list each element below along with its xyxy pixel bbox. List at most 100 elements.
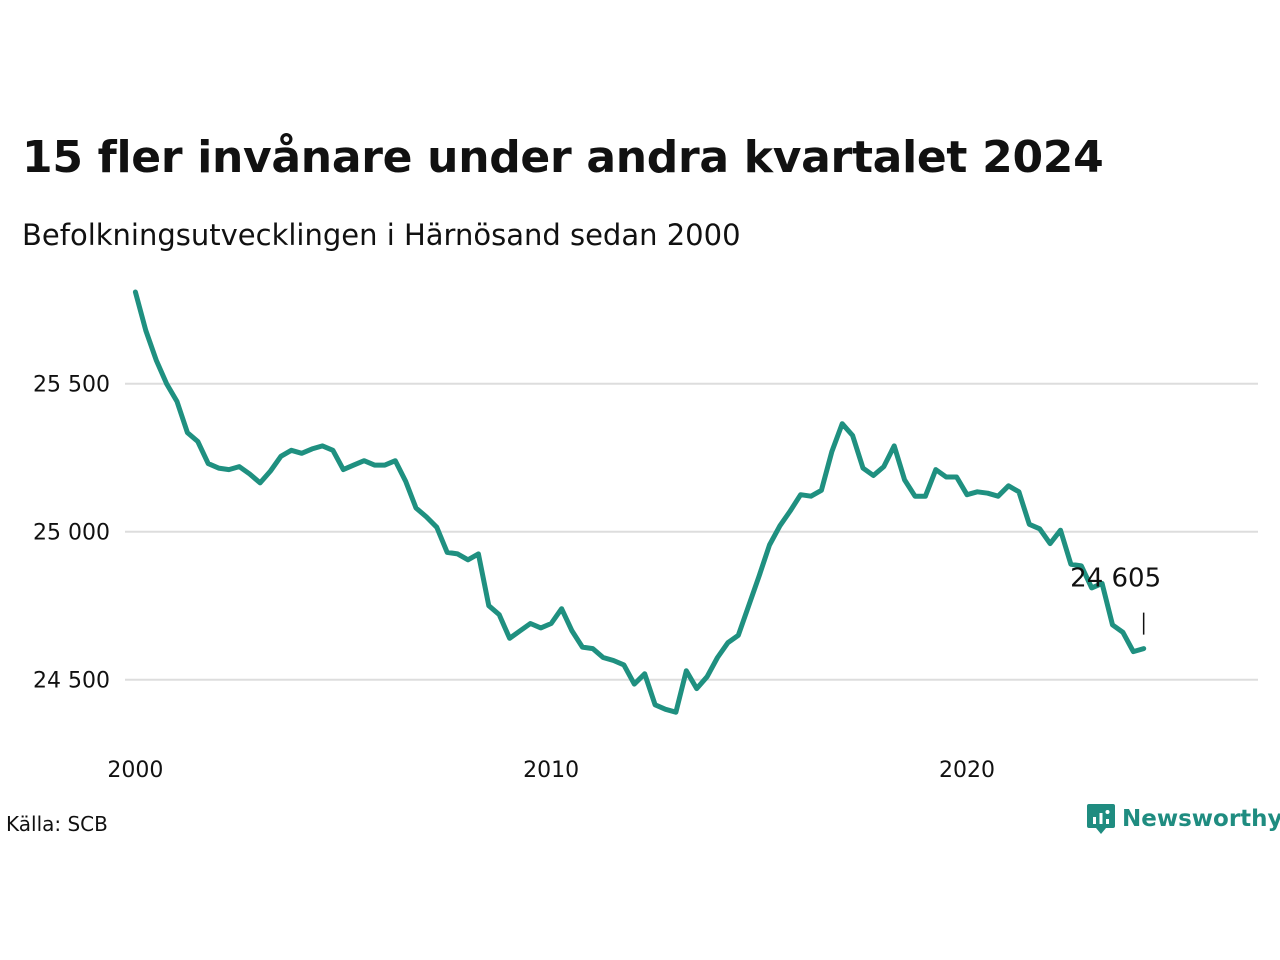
data-point — [964, 492, 969, 497]
annotation-label-last-value: 24 605 — [1070, 564, 1161, 594]
data-point — [881, 464, 886, 469]
data-point — [247, 472, 252, 477]
data-point — [351, 463, 356, 468]
data-point — [673, 710, 678, 715]
data-point — [330, 448, 335, 453]
data-point — [278, 454, 283, 459]
data-point — [1048, 541, 1053, 546]
series-line-population — [132, 289, 1147, 715]
data-point — [569, 628, 574, 633]
data-point — [871, 473, 876, 478]
y-tick-label: 24 500 — [33, 669, 110, 694]
x-tick-label: 2020 — [939, 758, 995, 783]
data-point — [382, 463, 387, 468]
data-point — [1120, 630, 1125, 635]
bar-chart-speech-bubble-icon — [1087, 804, 1115, 834]
data-point — [944, 474, 949, 479]
x-axis-labels: 2000 2010 2020 — [107, 758, 995, 783]
data-point — [736, 633, 741, 638]
data-point — [1110, 622, 1115, 627]
x-tick-label: 2000 — [107, 758, 163, 783]
data-point — [466, 557, 471, 562]
data-point — [403, 479, 408, 484]
data-point — [216, 466, 221, 471]
chart-title: 15 fler invånare under andra kvartalet 2… — [22, 132, 1104, 183]
gridlines — [125, 382, 1258, 681]
data-point — [1141, 646, 1146, 651]
data-point — [611, 658, 616, 663]
data-point — [486, 603, 491, 608]
data-point — [767, 543, 772, 548]
data-point — [809, 494, 814, 499]
data-point — [621, 662, 626, 667]
data-point — [362, 458, 367, 463]
data-point — [923, 494, 928, 499]
data-point — [258, 480, 263, 485]
data-point — [996, 494, 1001, 499]
data-point — [1037, 526, 1042, 531]
data-point — [289, 448, 294, 453]
data-point — [320, 443, 325, 448]
data-point — [559, 606, 564, 611]
data-point — [1016, 489, 1021, 494]
data-point — [684, 668, 689, 673]
y-tick-label: 25 500 — [33, 373, 110, 398]
data-point — [133, 290, 138, 295]
data-point — [497, 612, 502, 617]
data-point — [237, 464, 242, 469]
brand-logo: Newsworthy — [1086, 802, 1280, 836]
data-point — [434, 525, 439, 530]
line-chart: 24 500 25 000 25 500 2000 2010 2020 24 605 — [33, 289, 1258, 783]
data-point — [299, 451, 304, 456]
data-point — [819, 488, 824, 493]
data-point — [310, 446, 315, 451]
data-point — [174, 399, 179, 404]
data-point — [861, 466, 866, 471]
data-point — [902, 477, 907, 482]
data-point — [590, 646, 595, 651]
data-point — [517, 628, 522, 633]
data-point — [476, 551, 481, 556]
data-point — [694, 686, 699, 691]
data-point — [154, 358, 159, 363]
data-point — [850, 433, 855, 438]
data-point — [143, 328, 148, 333]
data-point — [1131, 649, 1136, 654]
data-point — [746, 603, 751, 608]
x-tick-label: 2010 — [523, 758, 579, 783]
data-point — [892, 443, 897, 448]
data-point — [538, 625, 543, 630]
brand-name: Newsworthy — [1122, 806, 1280, 832]
data-point — [414, 506, 419, 511]
data-point — [632, 682, 637, 687]
data-point — [954, 474, 959, 479]
data-point — [757, 574, 762, 579]
data-point — [777, 523, 782, 528]
data-point — [268, 469, 273, 474]
data-point — [663, 707, 668, 712]
data-point — [1006, 483, 1011, 488]
data-point — [1027, 522, 1032, 527]
data-point — [185, 430, 190, 435]
data-point — [840, 421, 845, 426]
data-point — [549, 621, 554, 626]
data-point — [725, 640, 730, 645]
data-point — [226, 467, 231, 472]
data-point — [788, 509, 793, 514]
data-point — [372, 463, 377, 468]
source-note: Källa: SCB — [6, 812, 108, 836]
data-point — [206, 461, 211, 466]
data-point — [1058, 528, 1063, 533]
data-point — [528, 621, 533, 626]
data-point — [601, 655, 606, 660]
data-point — [798, 492, 803, 497]
data-point — [393, 458, 398, 463]
data-point — [642, 671, 647, 676]
data-point — [455, 551, 460, 556]
y-axis-labels: 24 500 25 000 25 500 — [33, 373, 110, 694]
data-point — [341, 467, 346, 472]
data-point — [705, 674, 710, 679]
data-point — [933, 467, 938, 472]
data-point — [975, 489, 980, 494]
data-point — [445, 550, 450, 555]
